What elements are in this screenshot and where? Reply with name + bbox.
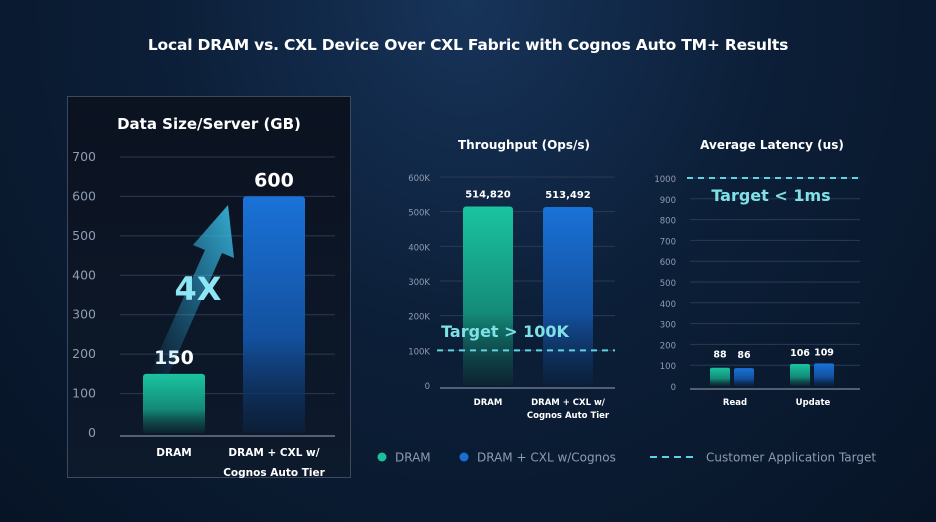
- page-title: Local DRAM vs. CXL Device Over CXL Fabri…: [147, 36, 789, 54]
- y-tick-label: 200: [72, 346, 96, 361]
- y-tick-label: 200K: [408, 313, 430, 323]
- y-tick-label: 100: [660, 362, 676, 372]
- category-label: DRAM: [474, 398, 503, 408]
- y-tick-label: 300: [72, 307, 96, 322]
- category-label: Cognos Auto Tier: [223, 467, 325, 479]
- target-label: Target > 100K: [441, 322, 569, 341]
- data-label: 109: [814, 347, 834, 358]
- y-tick-label: 0: [671, 383, 676, 393]
- y-tick-label: 0: [88, 425, 96, 440]
- y-tick-label: 0: [425, 382, 430, 392]
- category-label: Read: [723, 398, 747, 408]
- category-label: DRAM + CXL w/: [228, 447, 319, 459]
- bar-dram: [463, 206, 513, 385]
- y-tick-label: 1000: [654, 175, 676, 185]
- data-label: 513,492: [545, 190, 591, 201]
- legend-label: Customer Application Target: [706, 451, 876, 465]
- y-tick-label: 900: [660, 196, 676, 206]
- data-label: 88: [713, 350, 727, 361]
- y-tick-label: 600: [660, 258, 676, 268]
- target-label: Target < 1ms: [711, 186, 830, 205]
- bar-cxl: [814, 363, 834, 386]
- y-tick-label: 700: [660, 237, 676, 247]
- y-tick-label: 400: [72, 267, 96, 282]
- data-label: 86: [737, 350, 751, 361]
- y-tick-label: 800: [660, 217, 676, 227]
- legend-dot-icon: [459, 452, 469, 462]
- legend-dot-icon: [377, 452, 387, 462]
- category-label: Cognos Auto Tier: [527, 411, 610, 421]
- data-label: 106: [790, 348, 810, 359]
- bar-cxl: [734, 368, 754, 386]
- y-tick-label: 100: [72, 386, 96, 401]
- data-label: 600: [254, 169, 294, 191]
- y-tick-label: 400: [660, 300, 676, 310]
- y-tick-label: 500K: [408, 209, 430, 219]
- y-tick-label: 500: [660, 279, 676, 289]
- legend-label: DRAM: [395, 451, 431, 465]
- y-tick-label: 700: [72, 149, 96, 164]
- y-tick-label: 600: [72, 188, 96, 203]
- category-label: DRAM + CXL w/: [531, 398, 606, 408]
- y-tick-label: 300K: [408, 278, 430, 288]
- y-tick-label: 600K: [408, 174, 430, 184]
- y-tick-label: 500: [72, 228, 96, 243]
- bar-dram: [710, 367, 730, 386]
- data-label: 514,820: [465, 190, 511, 201]
- bar-dram: [790, 363, 810, 386]
- y-tick-label: 100K: [408, 347, 430, 357]
- bar-dram: [143, 373, 205, 433]
- multiplier-annotation: 4X: [175, 270, 222, 308]
- y-tick-label: 200: [660, 341, 676, 351]
- bar-cxl: [543, 206, 593, 385]
- bar-cxl: [243, 196, 305, 433]
- y-tick-label: 400K: [408, 243, 430, 253]
- chart-title: Data Size/Server (GB): [117, 115, 301, 133]
- growth-arrow: [150, 205, 234, 378]
- category-label: Update: [796, 398, 831, 408]
- y-tick-label: 300: [660, 321, 676, 331]
- category-label: DRAM: [156, 447, 191, 459]
- chart-title: Average Latency (us): [700, 138, 844, 152]
- legend-label: DRAM + CXL w/Cognos: [477, 451, 616, 465]
- chart-title: Throughput (Ops/s): [458, 138, 590, 152]
